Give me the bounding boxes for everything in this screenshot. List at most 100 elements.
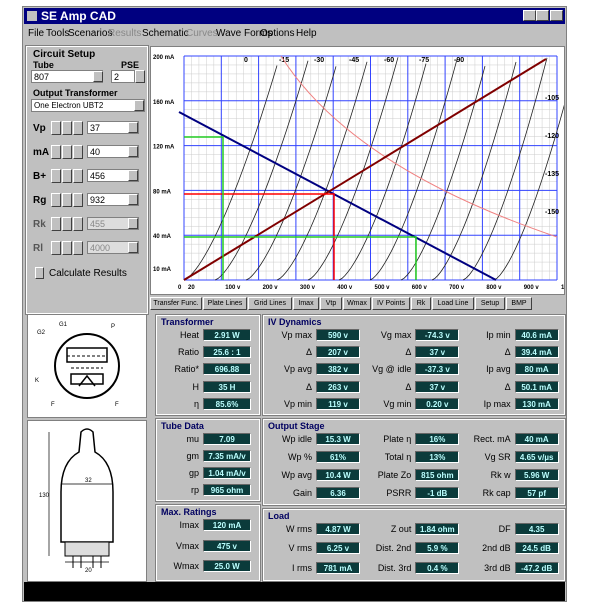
- menu-item[interactable]: Help: [296, 28, 317, 39]
- dropdown-arrow[interactable]: [134, 100, 144, 111]
- curve-label: -75: [419, 57, 429, 64]
- plot-button[interactable]: Rk: [411, 297, 431, 310]
- digit-spinner[interactable]: [73, 169, 83, 183]
- result-label: mu: [159, 434, 199, 444]
- digit-spinner: [51, 217, 61, 231]
- digit-spinner: [62, 217, 72, 231]
- plot-button[interactable]: Wmax: [343, 297, 371, 310]
- result-label: V rms: [266, 543, 312, 553]
- digit-spinner[interactable]: [62, 193, 72, 207]
- spinner[interactable]: [135, 70, 145, 83]
- result-value: 25.0 W: [203, 560, 251, 572]
- digit-spinner[interactable]: [73, 193, 83, 207]
- result-value: 5.96 W: [515, 469, 559, 481]
- menu-item[interactable]: File: [28, 28, 44, 39]
- digit-spinner[interactable]: [62, 169, 72, 183]
- param-label: mA: [33, 147, 49, 158]
- plot-button[interactable]: Imax: [293, 297, 319, 310]
- curve-label: -30: [314, 57, 324, 64]
- dropdown-arrow: [128, 218, 138, 229]
- dropdown-arrow[interactable]: [128, 146, 138, 157]
- title-bar: SE Amp CAD: [24, 8, 565, 24]
- digit-spinner[interactable]: [73, 121, 83, 135]
- result-value: 10.4 W: [316, 469, 360, 481]
- plot-button[interactable]: Grid Lines: [248, 297, 292, 310]
- digit-spinner[interactable]: [51, 145, 61, 159]
- tube-outline: 3213020: [29, 422, 145, 580]
- x-axis-label: 100 v: [225, 285, 241, 291]
- x-axis-label: 1 kv: [561, 285, 564, 291]
- dropdown-arrow: [128, 242, 138, 253]
- ot-select[interactable]: One Electron UBT2: [31, 99, 145, 112]
- result-value: 7.09: [203, 433, 251, 445]
- result-label: rp: [159, 485, 199, 495]
- field-label: Tube: [33, 60, 54, 70]
- results-panel: Max. RatingsImax120 mAVmax475 vWmax25.0 …: [156, 505, 260, 581]
- result-label: Vmax: [159, 541, 199, 551]
- app-window: SE Amp CAD FileToolsScenariosResultsSche…: [22, 6, 567, 602]
- menu-item: Curves: [186, 28, 218, 39]
- plot-button[interactable]: BMP: [506, 297, 532, 310]
- result-label: Δ: [365, 382, 411, 392]
- pse-select[interactable]: 2: [111, 70, 135, 83]
- y-axis-label: 200 mA: [153, 55, 175, 61]
- dimension-label: 130: [39, 493, 50, 499]
- plate-curve: [370, 59, 457, 280]
- result-label: I rms: [266, 563, 312, 573]
- result-value: 781 mA: [316, 562, 360, 574]
- menu-item[interactable]: Tools: [46, 28, 69, 39]
- plate-curve: [401, 66, 485, 280]
- result-label: Dist. 3rd: [365, 563, 411, 573]
- digit-spinner: [73, 217, 83, 231]
- result-label: Total η: [365, 452, 411, 462]
- digit-spinner[interactable]: [51, 121, 61, 135]
- results-panel: LoadW rms4.87 WZ out1.84 ohmDF4.35V rms6…: [263, 509, 565, 581]
- digit-spinner[interactable]: [51, 169, 61, 183]
- result-value: 696.88: [203, 363, 251, 375]
- window-title: SE Amp CAD: [41, 9, 116, 23]
- dropdown-arrow[interactable]: [128, 170, 138, 181]
- curve-label: 0: [244, 57, 248, 64]
- plot-button[interactable]: Vtp: [320, 297, 342, 310]
- minimize-button[interactable]: [523, 10, 536, 21]
- result-label: H: [159, 382, 199, 392]
- dropdown-arrow[interactable]: [93, 71, 103, 82]
- digit-spinner: [73, 241, 83, 255]
- close-button[interactable]: [550, 10, 563, 21]
- digit-spinner[interactable]: [62, 121, 72, 135]
- plot-button[interactable]: Plate Lines: [203, 297, 247, 310]
- result-value: -37.3 v: [415, 363, 459, 375]
- plot-button[interactable]: Setup: [475, 297, 505, 310]
- plot-button[interactable]: Load Line: [432, 297, 474, 310]
- result-value: 6.25 v: [316, 542, 360, 554]
- result-value: 37 v: [415, 381, 459, 393]
- result-value: 0.4 %: [415, 562, 459, 574]
- plot-toolbar: Transfer Func.Plate LinesGrid LinesImaxV…: [150, 296, 565, 310]
- digit-spinner[interactable]: [62, 145, 72, 159]
- calculate-button[interactable]: Calculate Results: [49, 268, 127, 279]
- menu-item[interactable]: Scenarios: [68, 28, 112, 39]
- calc-icon[interactable]: [35, 267, 44, 279]
- result-value: -74.3 v: [415, 329, 459, 341]
- results-panel: TransformerHeat2.91 WRatio25.6 : 1Ratio*…: [156, 315, 260, 415]
- plot-button[interactable]: IV Points: [372, 297, 410, 310]
- result-value: 590 v: [316, 329, 360, 341]
- digit-spinner[interactable]: [51, 193, 61, 207]
- plate-curve: [339, 64, 426, 280]
- status-bar: [24, 582, 565, 601]
- result-value: 2.91 W: [203, 329, 251, 341]
- result-value: -47.2 dB: [515, 562, 559, 574]
- result-label: PSRR: [365, 488, 411, 498]
- maximize-button[interactable]: [536, 10, 549, 21]
- pin-label: G1: [59, 322, 68, 328]
- result-value: 815 ohm: [415, 469, 459, 481]
- menu-item[interactable]: Schematic: [142, 28, 189, 39]
- dropdown-arrow[interactable]: [128, 122, 138, 133]
- digit-spinner[interactable]: [73, 145, 83, 159]
- plot-button[interactable]: Transfer Func.: [150, 297, 202, 310]
- dropdown-arrow[interactable]: [128, 194, 138, 205]
- menu-item[interactable]: Options: [260, 28, 294, 39]
- curve-label: -60: [384, 57, 394, 64]
- x-axis-label: 400 v: [337, 285, 353, 291]
